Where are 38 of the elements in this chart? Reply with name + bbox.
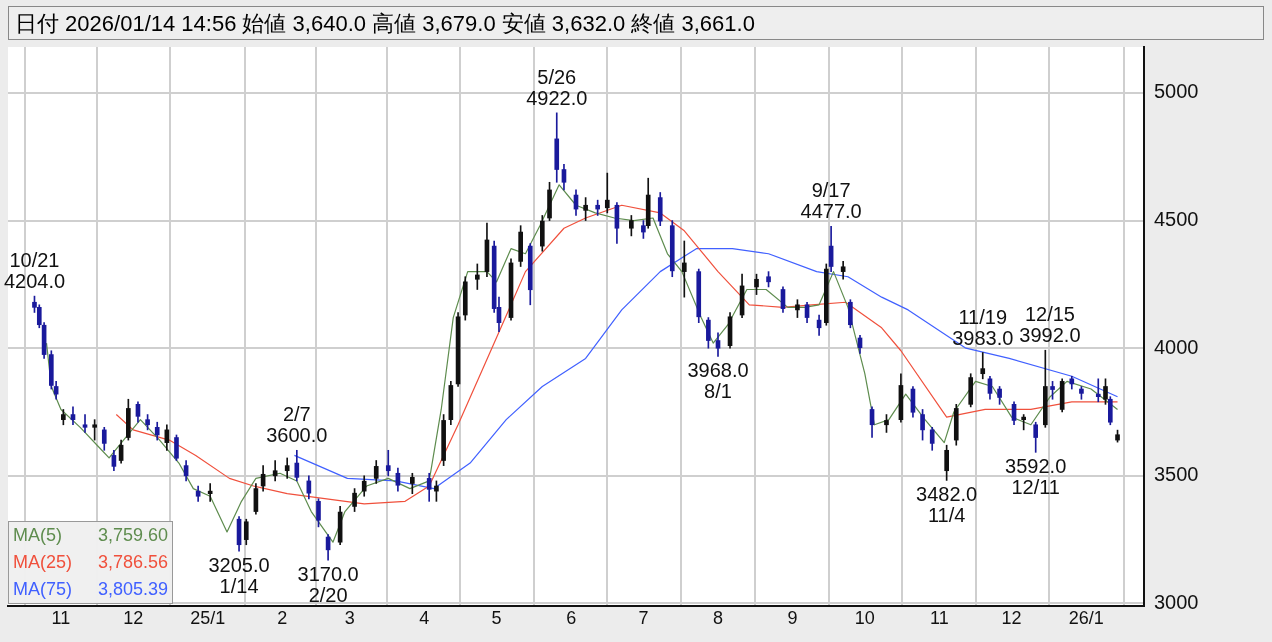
x-tick-label: 11 [51,607,71,628]
x-tick-label: 6 [566,607,577,628]
annotation: 3170.0 2/20 [297,563,359,607]
chart-title: 日付 2026/01/14 14:56 始値 3,640.0 高値 3,679.0 安値 3,632.0 終値 3,661.0 [8,6,1264,40]
y-tick-label: 4500 [1154,208,1199,231]
annotation: 11/19 3983.0 [952,305,1014,349]
annotation: 5/26 4922.0 [526,65,588,109]
x-tick-label: 4 [419,607,430,628]
y-tick-label: 3500 [1154,463,1199,486]
annotation: 10/21 4204.0 [3,249,66,293]
x-tick-label: 8 [712,607,724,628]
annotation: 9/17 4477.0 [800,179,862,223]
text: MA(75) [13,578,73,601]
x-tick-label: 7 [638,607,649,628]
annotation: 3,786.56 [98,551,169,574]
annotation: 3968.0 8/1 [687,359,749,403]
annotation: 3482.0 11/4 [916,483,978,527]
y-tick-label: 3000 [1154,590,1199,613]
x-tick-label: 26/1 [1068,607,1104,628]
y-tick-label: 4000 [1154,335,1199,358]
y-tick-label: 5000 [1154,80,1199,103]
annotation: 2/7 3600.0 [266,403,328,447]
annotation: 12/15 3992.0 [1019,303,1081,347]
x-tick-label: 2 [277,607,288,628]
annotation: 3205.0 1/14 [208,554,270,598]
x-tick-label: 12 [1001,607,1022,628]
x-tick-label: 25/1 [190,607,226,628]
x-tick-label: 9 [787,607,798,628]
annotation: 3,805.39 [98,578,169,601]
annotation: 3,759.60 [98,524,169,547]
x-tick-label: 3 [344,607,355,628]
annotation: 3592.0 12/11 [1005,455,1067,499]
text: MA(5) [13,524,62,547]
x-tick-label: 12 [123,607,144,628]
x-tick-label: 10 [854,607,875,628]
x-tick-label: 11 [930,607,949,628]
text: MA(25) [13,551,73,574]
x-tick-label: 5 [491,607,502,628]
